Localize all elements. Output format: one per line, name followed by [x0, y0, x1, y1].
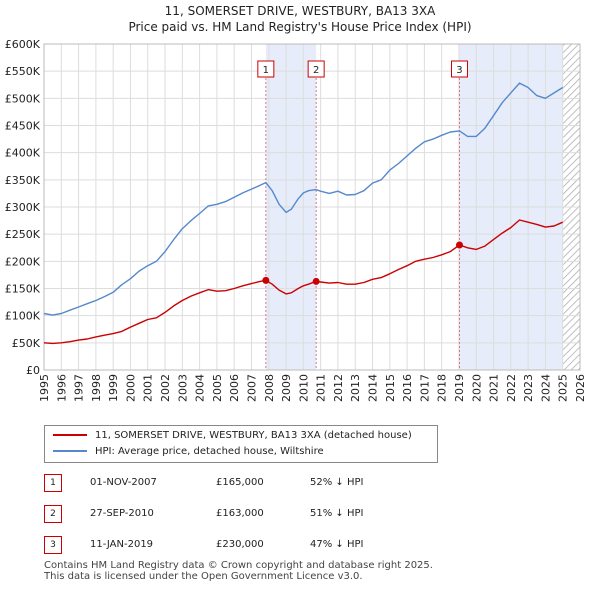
x-tick-label: 2024 [539, 374, 552, 402]
sale-point [262, 276, 270, 284]
x-tick-label: 2015 [384, 374, 397, 402]
x-tick-label: 2001 [142, 374, 155, 402]
x-tick-label: 2010 [297, 374, 310, 402]
x-tick-label: 2009 [280, 374, 293, 402]
chart-title: 11, SOMERSET DRIVE, WESTBURY, BA13 3XA [164, 4, 436, 18]
legend-label-property: 11, SOMERSET DRIVE, WESTBURY, BA13 3XA (… [95, 430, 412, 441]
x-tick-label: 2023 [522, 374, 535, 402]
sale-marker-label: 2 [313, 65, 319, 76]
x-tick-label: 2025 [557, 374, 570, 402]
transaction-date: 01-NOV-2007 [90, 477, 157, 488]
x-tick-label: 2002 [159, 374, 172, 402]
x-tick-label: 1999 [107, 374, 120, 402]
footer-license: This data is licensed under the Open Gov… [44, 571, 363, 582]
sale-marker-box [257, 60, 275, 78]
transaction-date: 11-JAN-2019 [90, 539, 154, 550]
sale-point [312, 277, 320, 285]
x-tick-label: 2016 [401, 374, 414, 402]
series-line [43, 82, 564, 316]
y-tick-label: £300K [5, 201, 41, 214]
chart-subtitle: Price paid vs. HM Land Registry's House … [128, 20, 472, 34]
x-tick-label: 2019 [453, 374, 466, 402]
y-tick-label: £100K [5, 310, 41, 323]
transaction-hpi-diff: 47% ↓ HPI [310, 539, 364, 550]
y-tick-label: £50K [12, 337, 41, 350]
y-tick-label: £600K [5, 38, 41, 51]
legend: 11, SOMERSET DRIVE, WESTBURY, BA13 3XA (… [44, 425, 438, 463]
legend-swatch-hpi [53, 450, 87, 452]
transaction-hpi-diff: 52% ↓ HPI [310, 477, 364, 488]
y-tick-label: £250K [5, 228, 41, 241]
legend-item-property: 11, SOMERSET DRIVE, WESTBURY, BA13 3XA (… [53, 429, 412, 443]
y-tick-label: £200K [5, 255, 41, 268]
footer: Contains HM Land Registry data © Crown c… [44, 560, 433, 582]
x-tick-label: 2000 [124, 374, 137, 402]
x-tick-label: 2006 [228, 374, 241, 402]
transaction-price: £230,000 [216, 539, 264, 550]
y-tick-label: £150K [5, 283, 41, 296]
x-tick-label: 2007 [245, 374, 258, 402]
x-tick-label: 1995 [38, 374, 51, 402]
sale-marker-box [307, 60, 325, 78]
x-tick-label: 2004 [194, 374, 207, 402]
x-tick-label: 2008 [263, 374, 276, 402]
transaction-number-badge: 2 [44, 505, 62, 523]
y-tick-label: £450K [5, 120, 41, 133]
transaction-price: £165,000 [216, 477, 264, 488]
legend-label-hpi: HPI: Average price, detached house, Wilt… [95, 446, 324, 457]
series-line [43, 219, 563, 345]
x-tick-label: 2018 [436, 374, 449, 402]
sale-point [455, 241, 463, 249]
x-tick-label: 1998 [90, 374, 103, 402]
x-tick-label: 2012 [332, 374, 345, 402]
y-tick-label: £350K [5, 174, 41, 187]
x-tick-label: 2005 [211, 374, 224, 402]
legend-item-hpi: HPI: Average price, detached house, Wilt… [53, 445, 324, 459]
x-tick-label: 2022 [505, 374, 518, 402]
x-tick-label: 2021 [488, 374, 501, 402]
x-tick-label: 2020 [470, 374, 483, 402]
sale-marker-box [450, 60, 468, 78]
x-tick-label: 2003 [176, 374, 189, 402]
legend-swatch-property [53, 434, 87, 436]
x-tick-label: 1997 [73, 374, 86, 402]
x-tick-label: 2013 [349, 374, 362, 402]
y-tick-label: £500K [5, 92, 41, 105]
footer-copyright: Contains HM Land Registry data © Crown c… [44, 560, 433, 571]
transaction-date: 27-SEP-2010 [90, 508, 154, 519]
y-tick-label: £400K [5, 147, 41, 160]
transaction-number-badge: 3 [44, 536, 62, 554]
sale-marker-label: 1 [263, 65, 269, 76]
y-tick-label: £0 [26, 364, 40, 377]
sale-marker-label: 3 [456, 65, 462, 76]
x-tick-label: 2011 [315, 374, 328, 402]
y-tick-label: £550K [5, 65, 41, 78]
transaction-number-badge: 1 [44, 474, 62, 492]
x-tick-label: 2026 [574, 374, 587, 402]
plot-frame [43, 43, 581, 371]
transaction-price: £163,000 [216, 508, 264, 519]
x-tick-label: 2014 [367, 374, 380, 402]
x-tick-label: 2017 [418, 374, 431, 402]
price-chart: £0 £50K £100K £150K £200K £250K £300K £350K £400… [5, 38, 587, 402]
transaction-hpi-diff: 51% ↓ HPI [310, 508, 364, 519]
x-tick-label: 1996 [55, 374, 68, 402]
